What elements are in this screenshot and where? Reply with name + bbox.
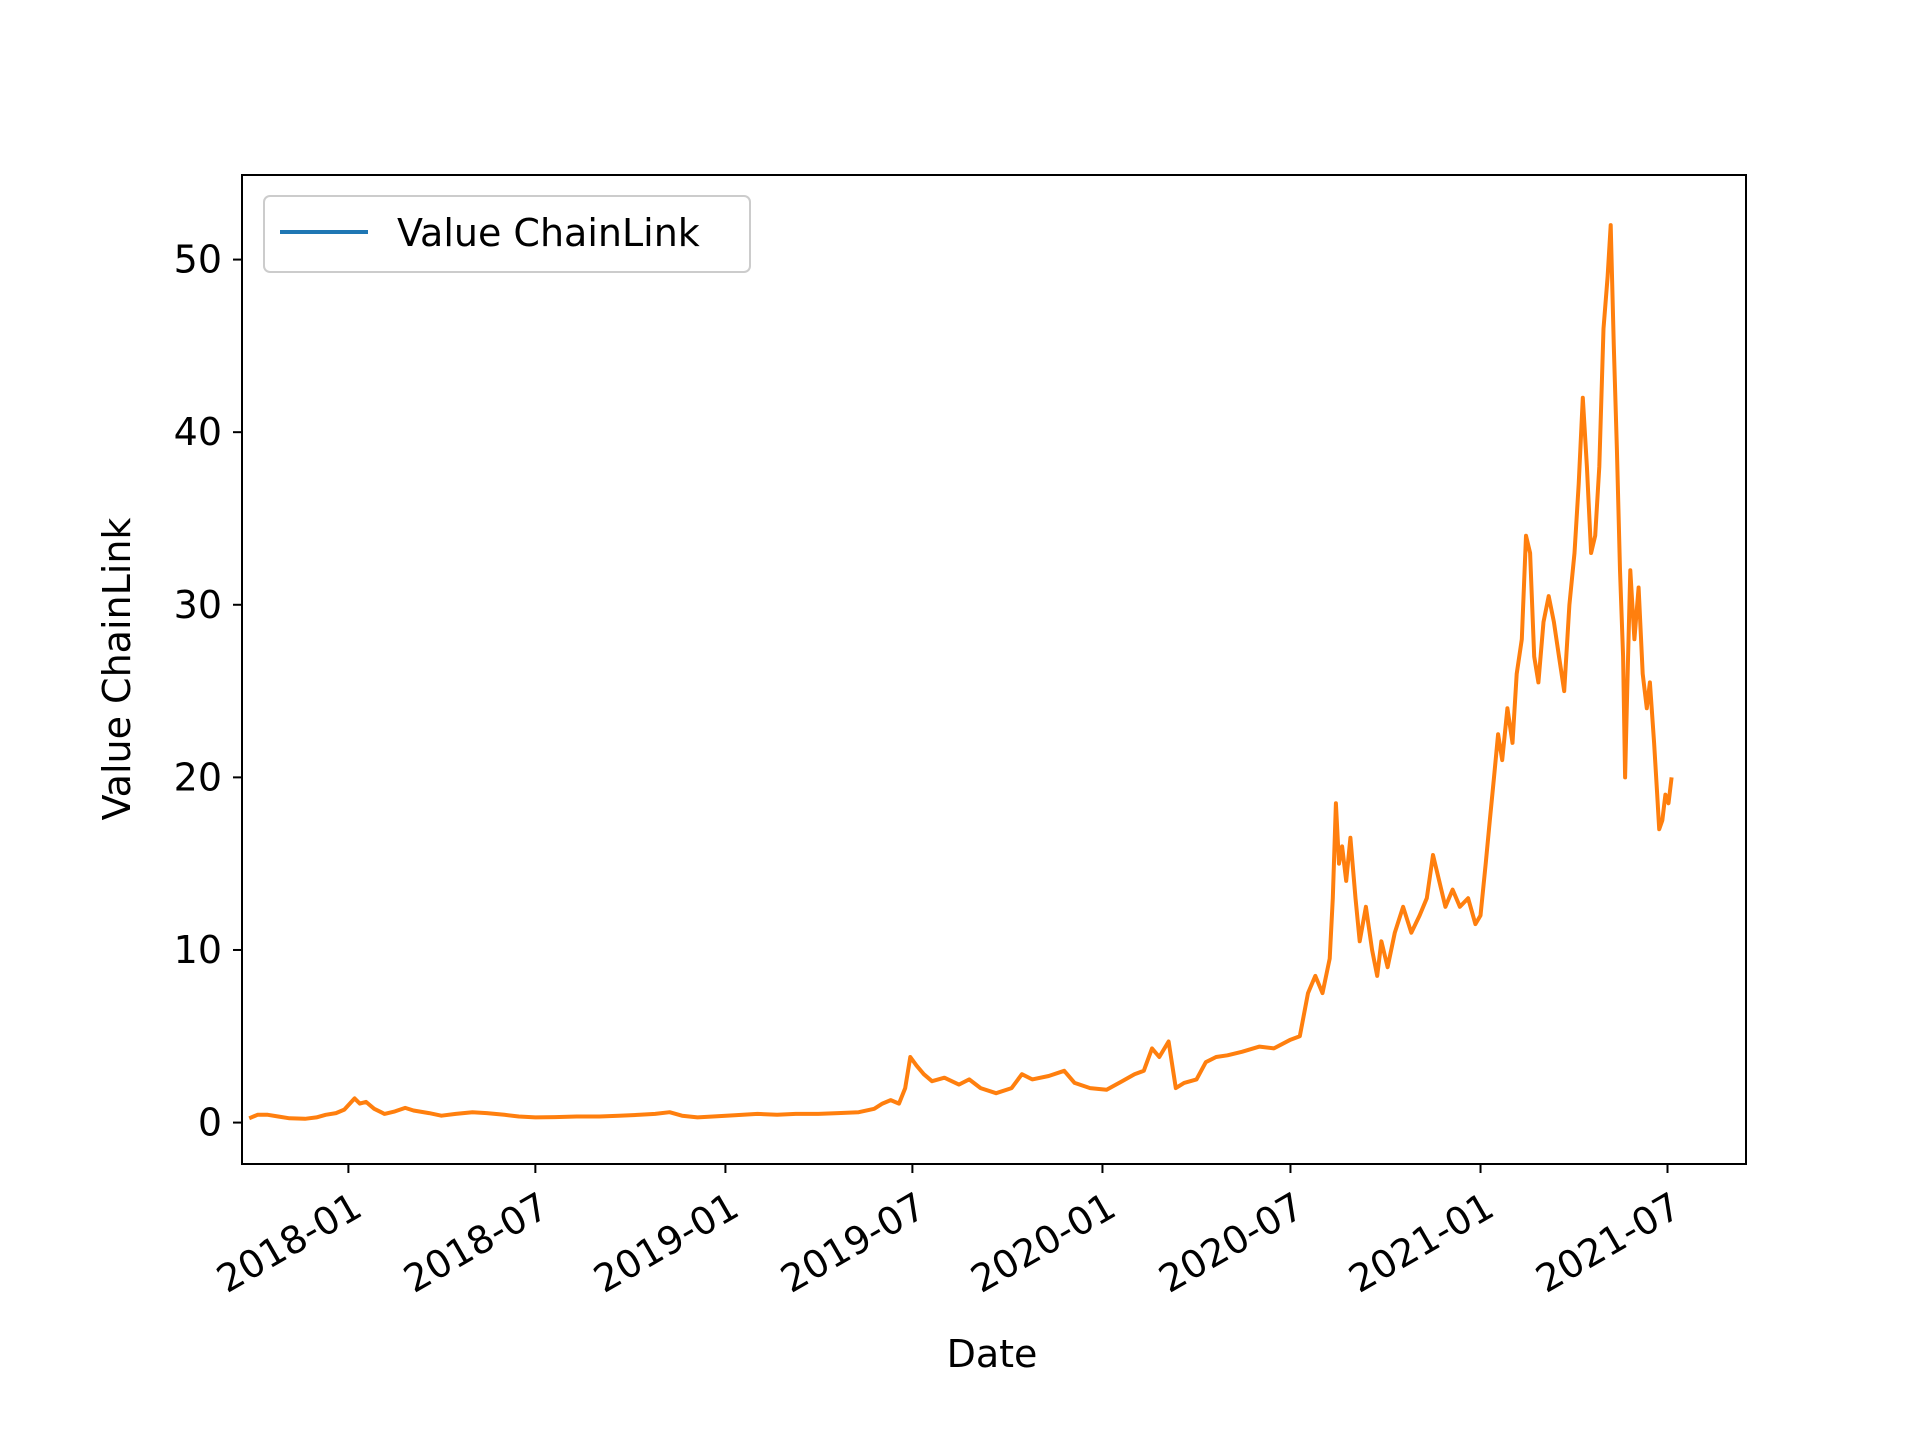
x-tick-label: 2020-01: [963, 1184, 1123, 1301]
y-tick-label: 40: [174, 410, 222, 454]
y-axis-label: Value ChainLink: [95, 518, 139, 821]
legend-label: Value ChainLink: [397, 211, 700, 255]
plot-area: [242, 175, 1746, 1164]
x-tick-label: 2021-07: [1528, 1184, 1688, 1301]
x-tick-label: 2019-01: [586, 1184, 746, 1301]
y-tick-label: 10: [174, 928, 222, 972]
x-tick-label: 2018-07: [396, 1184, 556, 1301]
y-tick-label: 50: [174, 238, 222, 282]
y-axis: 0 10 20 30 40 50: [174, 238, 242, 1145]
plot-frame: [241, 174, 1747, 1165]
y-tick-label: 30: [174, 583, 222, 627]
series-layer: [248, 223, 1674, 1121]
x-axis-label: Date: [947, 1332, 1038, 1376]
y-tick-label: 20: [174, 755, 222, 799]
x-tick-label: 2019-07: [773, 1184, 933, 1301]
legend: Value ChainLink: [263, 195, 751, 273]
x-tick-label: 2020-07: [1151, 1184, 1311, 1301]
x-axis: 2018-01 2018-07 2019-01 2019-07 2020-01 2020-…: [209, 1164, 1688, 1301]
x-tick-label: 2021-01: [1342, 1184, 1502, 1301]
legend-box: [263, 195, 751, 273]
series-line-value-chainlink: [248, 223, 1674, 1121]
y-tick-label: 0: [198, 1101, 222, 1145]
x-tick-label: 2018-01: [209, 1184, 369, 1301]
